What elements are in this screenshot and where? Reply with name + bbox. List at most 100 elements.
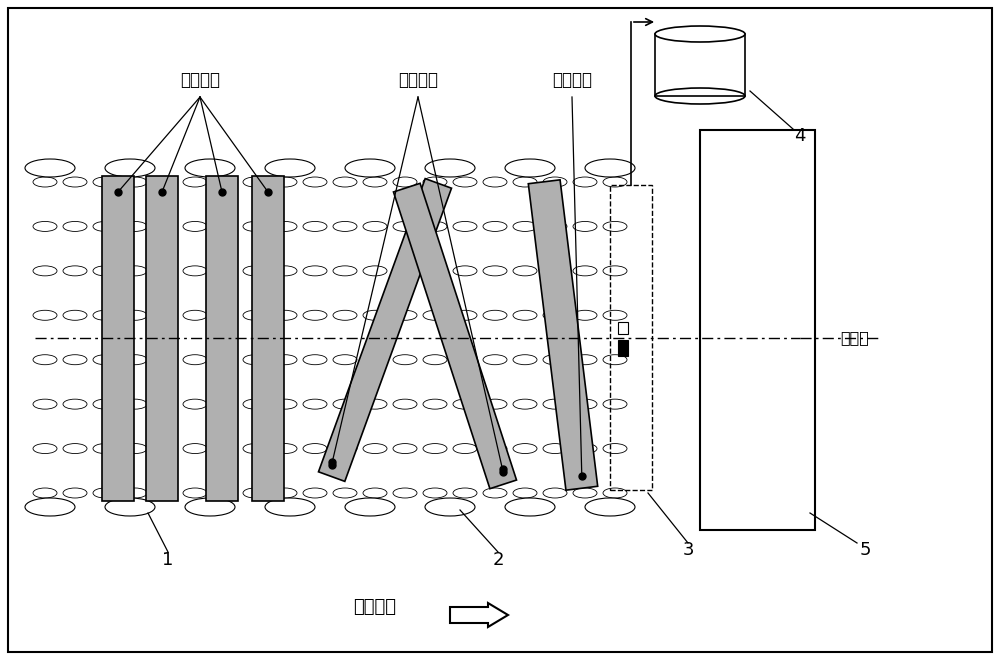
Polygon shape <box>146 176 178 500</box>
Ellipse shape <box>603 399 627 409</box>
Ellipse shape <box>213 221 237 232</box>
Ellipse shape <box>423 488 447 498</box>
Ellipse shape <box>513 354 537 365</box>
Ellipse shape <box>453 444 477 453</box>
Ellipse shape <box>303 488 327 498</box>
Ellipse shape <box>423 221 447 232</box>
Ellipse shape <box>363 488 387 498</box>
Ellipse shape <box>543 399 567 409</box>
Text: 传送方向: 传送方向 <box>354 598 396 616</box>
Ellipse shape <box>123 444 147 453</box>
Ellipse shape <box>123 399 147 409</box>
Ellipse shape <box>603 354 627 365</box>
Ellipse shape <box>265 159 315 177</box>
Ellipse shape <box>393 266 417 276</box>
Ellipse shape <box>123 488 147 498</box>
Ellipse shape <box>123 310 147 320</box>
Ellipse shape <box>345 498 395 516</box>
Ellipse shape <box>303 310 327 320</box>
Ellipse shape <box>573 399 597 409</box>
Polygon shape <box>528 180 598 490</box>
Ellipse shape <box>363 354 387 365</box>
Ellipse shape <box>483 177 507 187</box>
Ellipse shape <box>153 399 177 409</box>
Ellipse shape <box>453 266 477 276</box>
Ellipse shape <box>543 266 567 276</box>
Ellipse shape <box>303 177 327 187</box>
Ellipse shape <box>603 266 627 276</box>
Ellipse shape <box>63 177 87 187</box>
Ellipse shape <box>513 177 537 187</box>
Ellipse shape <box>213 177 237 187</box>
Ellipse shape <box>33 177 57 187</box>
Ellipse shape <box>423 310 447 320</box>
Polygon shape <box>102 176 134 500</box>
Ellipse shape <box>543 310 567 320</box>
Ellipse shape <box>273 488 297 498</box>
Ellipse shape <box>513 266 537 276</box>
Ellipse shape <box>363 310 387 320</box>
Ellipse shape <box>483 310 507 320</box>
Ellipse shape <box>603 177 627 187</box>
Ellipse shape <box>393 310 417 320</box>
Ellipse shape <box>243 399 267 409</box>
Ellipse shape <box>483 354 507 365</box>
Ellipse shape <box>345 159 395 177</box>
Ellipse shape <box>93 488 117 498</box>
Ellipse shape <box>153 221 177 232</box>
Ellipse shape <box>63 444 87 453</box>
Ellipse shape <box>423 266 447 276</box>
Ellipse shape <box>603 444 627 453</box>
Ellipse shape <box>453 399 477 409</box>
FancyArrow shape <box>450 603 508 627</box>
Ellipse shape <box>513 488 537 498</box>
Text: 3: 3 <box>682 541 694 559</box>
Ellipse shape <box>333 177 357 187</box>
Ellipse shape <box>185 498 235 516</box>
Ellipse shape <box>505 159 555 177</box>
Ellipse shape <box>513 221 537 232</box>
Polygon shape <box>206 176 238 500</box>
Ellipse shape <box>363 399 387 409</box>
Ellipse shape <box>303 221 327 232</box>
Ellipse shape <box>363 266 387 276</box>
Ellipse shape <box>543 354 567 365</box>
Ellipse shape <box>573 177 597 187</box>
Ellipse shape <box>183 444 207 453</box>
Ellipse shape <box>333 266 357 276</box>
Text: 纠正状态: 纠正状态 <box>552 71 592 89</box>
Ellipse shape <box>243 488 267 498</box>
Ellipse shape <box>33 310 57 320</box>
Ellipse shape <box>213 266 237 276</box>
Ellipse shape <box>573 444 597 453</box>
Ellipse shape <box>483 221 507 232</box>
Ellipse shape <box>333 310 357 320</box>
Ellipse shape <box>423 444 447 453</box>
Ellipse shape <box>33 266 57 276</box>
Ellipse shape <box>33 354 57 365</box>
Text: 偏移状态: 偏移状态 <box>398 71 438 89</box>
Ellipse shape <box>483 399 507 409</box>
Ellipse shape <box>423 177 447 187</box>
Bar <box>610 185 652 490</box>
Ellipse shape <box>393 354 417 365</box>
Ellipse shape <box>63 266 87 276</box>
Ellipse shape <box>63 310 87 320</box>
Ellipse shape <box>243 310 267 320</box>
Ellipse shape <box>243 177 267 187</box>
Ellipse shape <box>425 498 475 516</box>
Text: 1: 1 <box>162 551 174 569</box>
Ellipse shape <box>213 399 237 409</box>
Ellipse shape <box>153 444 177 453</box>
Ellipse shape <box>423 399 447 409</box>
Ellipse shape <box>153 310 177 320</box>
Ellipse shape <box>423 354 447 365</box>
Ellipse shape <box>93 399 117 409</box>
Ellipse shape <box>183 354 207 365</box>
Polygon shape <box>318 179 452 481</box>
Ellipse shape <box>303 266 327 276</box>
Ellipse shape <box>183 266 207 276</box>
Ellipse shape <box>63 488 87 498</box>
Ellipse shape <box>453 177 477 187</box>
Ellipse shape <box>93 354 117 365</box>
